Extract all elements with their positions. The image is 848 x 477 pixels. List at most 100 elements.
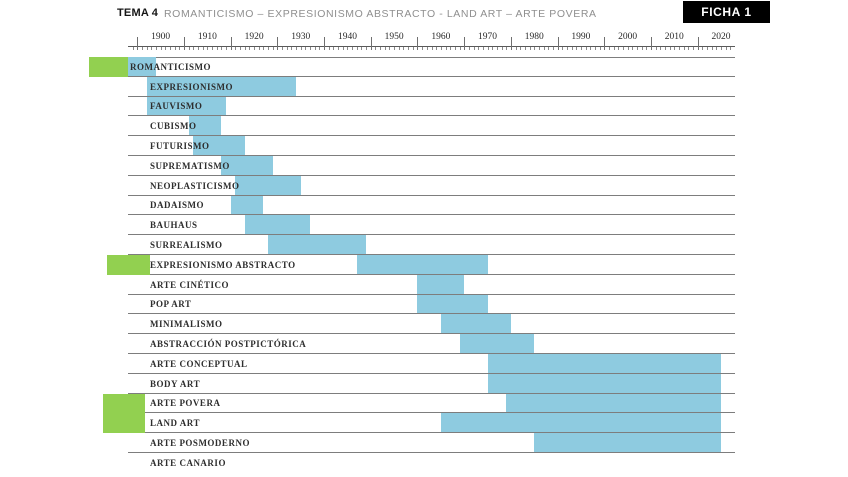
timeline-bar bbox=[221, 156, 273, 175]
row-label: CUBISMO bbox=[150, 121, 197, 132]
timeline-row: ROMANTICISMO bbox=[0, 57, 848, 77]
axis-tick bbox=[641, 47, 643, 50]
row-track bbox=[128, 136, 735, 156]
green-marker bbox=[103, 393, 145, 414]
axis-tick bbox=[566, 47, 568, 50]
timeline-row: MINIMALISMO bbox=[0, 314, 848, 335]
row-track bbox=[128, 196, 735, 216]
row-label: FUTURISMO bbox=[150, 141, 210, 152]
timeline-row: DADAISMO bbox=[0, 195, 848, 216]
axis-tick bbox=[501, 47, 503, 50]
axis-tick bbox=[184, 37, 186, 50]
timeline-bar bbox=[128, 57, 156, 76]
axis-tick bbox=[268, 47, 270, 50]
axis-tick bbox=[277, 37, 279, 50]
axis-tick bbox=[230, 37, 232, 50]
axis-tick bbox=[650, 37, 652, 50]
axis-tick bbox=[678, 47, 680, 50]
timeline-row: POP ART bbox=[0, 294, 848, 315]
axis-year-label: 1990 bbox=[571, 32, 591, 42]
axis-tick bbox=[431, 47, 433, 50]
axis-tick bbox=[515, 47, 517, 50]
axis-tick bbox=[450, 47, 452, 50]
axis-year-label: 1940 bbox=[337, 32, 357, 42]
axis-tick bbox=[165, 47, 167, 50]
axis-year-label: 2010 bbox=[664, 32, 684, 42]
row-label: MINIMALISMO bbox=[150, 319, 223, 330]
axis-tick bbox=[356, 47, 358, 50]
axis-tick bbox=[212, 47, 214, 50]
row-label: SUPREMATISMO bbox=[150, 160, 230, 171]
row-label: ARTE CANARIO bbox=[150, 457, 226, 468]
slide-title: ROMANTICISMO – EXPRESIONISMO ABSTRACTO -… bbox=[164, 8, 597, 20]
axis-tick bbox=[338, 47, 340, 50]
axis-tick bbox=[389, 47, 391, 50]
axis-tick bbox=[604, 37, 606, 50]
axis-tick bbox=[576, 47, 578, 50]
axis-year-label: 2000 bbox=[618, 32, 638, 42]
axis-tick bbox=[454, 47, 456, 50]
axis-tick bbox=[557, 37, 559, 50]
timeline-bar bbox=[534, 433, 721, 452]
axis-tick bbox=[417, 37, 419, 50]
row-track bbox=[128, 314, 735, 335]
timeline-bar bbox=[193, 136, 245, 155]
tema-label: TEMA 4 bbox=[117, 7, 159, 19]
timeline-bar bbox=[417, 294, 488, 314]
axis-tick bbox=[160, 47, 162, 50]
axis-year-label: 1970 bbox=[478, 32, 498, 42]
timeline-row: LAND ART bbox=[0, 413, 848, 434]
axis-tick bbox=[646, 47, 648, 50]
timeline-bar bbox=[244, 215, 311, 235]
axis-tick bbox=[240, 47, 242, 50]
row-label: ROMANTICISMO bbox=[130, 61, 212, 72]
row-label: ABSTRACCIÓN POSTPICTÓRICA bbox=[150, 339, 307, 350]
row-label: ARTE CONCEPTUAL bbox=[150, 358, 248, 369]
row-track bbox=[128, 215, 735, 236]
axis-tick bbox=[380, 47, 382, 50]
axis-tick bbox=[697, 37, 699, 50]
axis-tick bbox=[627, 47, 629, 50]
axis-tick bbox=[170, 47, 172, 50]
axis-tick bbox=[198, 47, 200, 50]
row-label: BAUHAUS bbox=[150, 220, 198, 231]
axis-tick bbox=[328, 47, 330, 50]
axis-tick bbox=[552, 47, 554, 50]
timeline-row: EXPRESIONISMO bbox=[0, 76, 848, 97]
timeline-row: FAUVISMO bbox=[0, 96, 848, 117]
axis-tick bbox=[473, 47, 475, 50]
axis-tick bbox=[716, 47, 718, 50]
axis-tick bbox=[669, 47, 671, 50]
axis-year-label: 1980 bbox=[524, 32, 544, 42]
axis-tick bbox=[482, 47, 484, 50]
axis-tick bbox=[655, 47, 657, 50]
axis-tick bbox=[263, 47, 265, 50]
row-label: LAND ART bbox=[150, 418, 200, 429]
row-track bbox=[128, 156, 735, 176]
axis-tick bbox=[632, 47, 634, 50]
timeline-bar bbox=[417, 274, 465, 294]
timeline-row: ARTE POVERA bbox=[0, 393, 848, 414]
axis-tick bbox=[403, 47, 405, 50]
axis-tick bbox=[142, 47, 143, 50]
axis-tick bbox=[468, 47, 470, 50]
axis-tick bbox=[683, 47, 685, 50]
axis-tick bbox=[548, 47, 550, 50]
axis-tick bbox=[258, 47, 260, 50]
green-marker bbox=[89, 57, 128, 77]
axis-tick bbox=[478, 47, 480, 50]
axis-tick bbox=[496, 47, 498, 50]
axis-tick bbox=[445, 47, 447, 50]
axis-tick bbox=[254, 47, 256, 50]
axis-tick bbox=[412, 47, 414, 50]
axis-tick bbox=[538, 47, 540, 50]
axis-tick bbox=[333, 47, 335, 50]
axis-tick bbox=[202, 47, 204, 50]
timeline-row: CUBISMO bbox=[0, 116, 848, 137]
timeline-row: FUTURISMO bbox=[0, 136, 848, 156]
axis-tick bbox=[249, 47, 251, 50]
axis-tick bbox=[674, 47, 676, 50]
axis-tick bbox=[221, 47, 223, 50]
axis-tick bbox=[580, 47, 582, 50]
axis-tick bbox=[235, 47, 237, 50]
